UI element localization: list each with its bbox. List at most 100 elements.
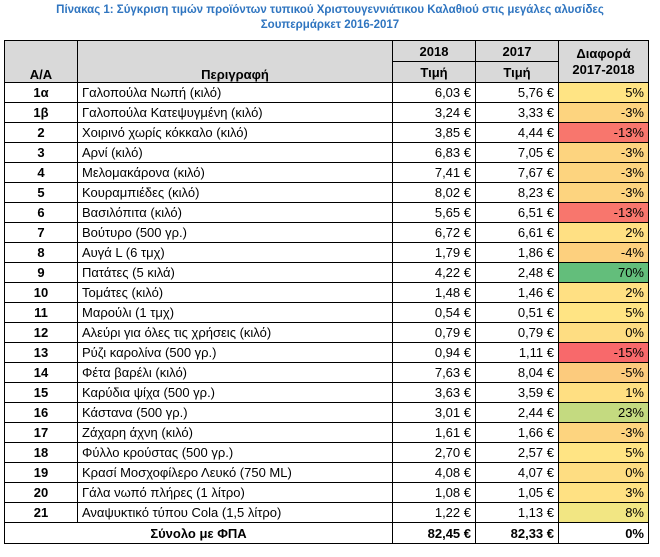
description: Αυγά L (6 τμχ) — [77, 242, 393, 263]
row-number: 5 — [4, 182, 78, 203]
description: Γαλοπούλα Κατεψυγμένη (κιλό) — [77, 102, 393, 123]
difference: 1% — [558, 382, 649, 403]
price-2018: 6,03 € — [392, 82, 476, 103]
row-number: 17 — [4, 422, 78, 443]
price-2018: 0,94 € — [392, 342, 476, 363]
row-number: 12 — [4, 322, 78, 343]
difference: -13% — [558, 202, 649, 223]
price-2017: 4,07 € — [475, 462, 559, 483]
price-2018: 7,41 € — [392, 162, 476, 183]
header-row: Τιμή Τιμή — [5, 61, 649, 83]
description: Κουραμπιέδες (κιλό) — [77, 182, 393, 203]
row-number: 18 — [4, 442, 78, 463]
difference: -13% — [558, 122, 649, 143]
price-2018: 8,02 € — [392, 182, 476, 203]
price-2018: 1,48 € — [392, 282, 476, 303]
price-2017: 0,79 € — [475, 322, 559, 343]
header-row: Α/Α Περιγραφή 2018 2017 Διαφορά 2017-201… — [4, 40, 649, 83]
table-body: 1α Γαλοπούλα Νωπή (κιλό) 6,03 €5,76 €5% 1β Γ… — [4, 82, 649, 544]
price-2018: 3,01 € — [392, 402, 476, 423]
difference: -3% — [558, 102, 649, 123]
table-row: 15 Καρύδια ψίχα (500 γρ.) 3,63 €3,59 €1% — [4, 382, 649, 403]
price-2018: 1,61 € — [392, 422, 476, 443]
difference: 5% — [558, 302, 649, 323]
difference: -4% — [558, 242, 649, 263]
header-cell: 2018 — [392, 40, 476, 62]
price-2018: 1,08 € — [392, 482, 476, 503]
row-number: 15 — [4, 382, 78, 403]
row-number: 14 — [4, 362, 78, 383]
description: Κάστανα (500 γρ.) — [77, 402, 393, 423]
price-2018: 6,72 € — [392, 222, 476, 243]
header-cell: Τιμή — [475, 61, 559, 83]
difference: 2% — [558, 222, 649, 243]
difference: -3% — [558, 142, 649, 163]
price-2017: 3,59 € — [475, 382, 559, 403]
difference: -3% — [558, 182, 649, 203]
price-2017: 0,51 € — [475, 302, 559, 323]
description: Αρνί (κιλό) — [77, 142, 393, 163]
description: Αναψυκτικό τύπου Cola (1,5 λίτρο) — [77, 502, 393, 523]
total-2018: 82,45 € — [392, 522, 476, 544]
row-number: 9 — [4, 262, 78, 283]
difference: -3% — [558, 162, 649, 183]
row-number: 10 — [4, 282, 78, 303]
difference: 23% — [558, 402, 649, 423]
table-row: 21 Αναψυκτικό τύπου Cola (1,5 λίτρο) 1,22 … — [4, 502, 649, 523]
price-2017: 8,23 € — [475, 182, 559, 203]
description: Ρύζι καρολίνα (500 γρ.) — [77, 342, 393, 363]
difference: 8% — [558, 502, 649, 523]
price-2018: 3,63 € — [392, 382, 476, 403]
row-number: 13 — [4, 342, 78, 363]
price-2017: 1,11 € — [475, 342, 559, 363]
description: Γαλοπούλα Νωπή (κιλό) — [77, 82, 393, 103]
header-cell: 2017 — [475, 40, 559, 62]
description: Ζάχαρη άχνη (κιλό) — [77, 422, 393, 443]
table-row: 18 Φύλλο κρούστας (500 γρ.) 2,70 €2,57 €5% — [4, 442, 649, 463]
table-row: 5 Κουραμπιέδες (κιλό) 8,02 €8,23 € -3% — [4, 182, 649, 203]
price-2017: 1,86 € — [475, 242, 559, 263]
price-2017: 2,44 € — [475, 402, 559, 423]
total-diff: 0% — [558, 522, 649, 544]
price-2017: 4,44 € — [475, 122, 559, 143]
description: Τομάτες (κιλό) — [77, 282, 393, 303]
table-row: 13 Ρύζι καρολίνα (500 γρ.) 0,94 €1,11 € -15… — [4, 342, 649, 363]
price-2017: 7,05 € — [475, 142, 559, 163]
price-2018: 3,24 € — [392, 102, 476, 123]
price-2017: 7,67 € — [475, 162, 559, 183]
difference: -5% — [558, 362, 649, 383]
total-2017: 82,33 € — [475, 522, 559, 544]
table-row: 19 Κρασί Μοσχοφίλερο Λευκό (750 ML) 4,08 €… — [4, 462, 649, 483]
description: Πατάτες (5 κιλά) — [77, 262, 393, 283]
row-number: 1β — [4, 102, 78, 123]
price-2017: 1,46 € — [475, 282, 559, 303]
price-2018: 6,83 € — [392, 142, 476, 163]
price-2018: 2,70 € — [392, 442, 476, 463]
description: Χοιρινό χωρίς κόκκαλο (κιλό) — [77, 122, 393, 143]
description: Κρασί Μοσχοφίλερο Λευκό (750 ML) — [77, 462, 393, 483]
price-2018: 1,79 € — [392, 242, 476, 263]
header-cell: Α/Α — [4, 40, 78, 83]
description: Αλεύρι για όλες τις χρήσεις (κιλό) — [77, 322, 393, 343]
table-row: 17 Ζάχαρη άχνη (κιλό) 1,61 €1,66 € -3% — [4, 422, 649, 443]
price-2018: 1,22 € — [392, 502, 476, 523]
table-row: 16 Κάστανα (500 γρ.) 3,01 €2,44 €23% — [4, 402, 649, 423]
table-row: 10 Τομάτες (κιλό) 1,48 €1,46 €2% — [4, 282, 649, 303]
difference: 0% — [558, 322, 649, 343]
row-number: 2 — [4, 122, 78, 143]
row-number: 6 — [4, 202, 78, 223]
difference: 5% — [558, 442, 649, 463]
header-cell: Περιγραφή — [77, 40, 393, 83]
price-table: Α/Α Περιγραφή 2018 2017 Διαφορά 2017-201… — [4, 40, 649, 544]
table-row: 4 Μελομακάρονα (κιλό) 7,41 €7,67 € -3% — [4, 162, 649, 183]
price-2017: 8,04 € — [475, 362, 559, 383]
row-number: 20 — [4, 482, 78, 503]
difference: 5% — [558, 82, 649, 103]
price-2018: 3,85 € — [392, 122, 476, 143]
price-2017: 6,61 € — [475, 222, 559, 243]
row-number: 16 — [4, 402, 78, 423]
row-number: 11 — [4, 302, 78, 323]
price-2017: 3,33 € — [475, 102, 559, 123]
title-line: Σουπερμάρκετ 2016-2017 — [260, 19, 400, 31]
description: Γάλα νωπό πλήρες (1 λίτρο) — [77, 482, 393, 503]
